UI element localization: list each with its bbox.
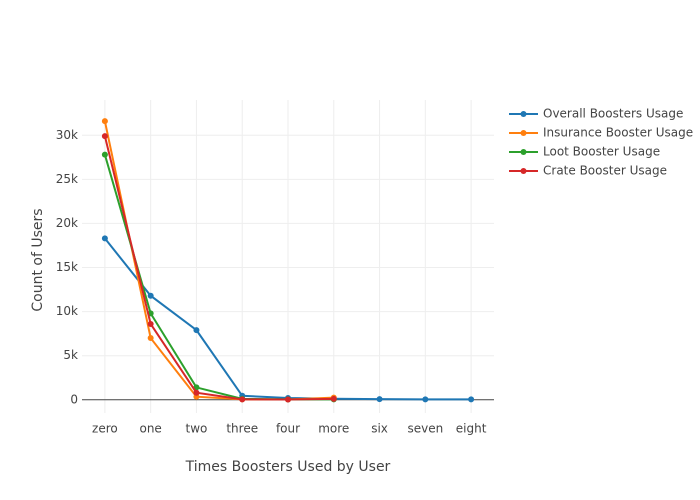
x-tick-label: four bbox=[276, 422, 300, 436]
point bbox=[101, 118, 108, 125]
point bbox=[193, 389, 200, 396]
legend-label: Insurance Booster Usage bbox=[543, 126, 693, 140]
legend-label: Overall Boosters Usage bbox=[543, 107, 683, 121]
point bbox=[330, 395, 337, 402]
legend-label: Loot Booster Usage bbox=[543, 145, 660, 159]
point bbox=[101, 151, 108, 158]
point bbox=[101, 133, 108, 140]
point bbox=[376, 396, 383, 403]
point bbox=[147, 335, 154, 342]
series-line bbox=[103, 135, 334, 401]
legend-label: Crate Booster Usage bbox=[543, 164, 667, 178]
y-tick-label: 5k bbox=[63, 348, 78, 362]
point bbox=[468, 396, 475, 403]
x-tick-label: three bbox=[226, 422, 258, 436]
x-axis-title: Times Boosters Used by User bbox=[185, 459, 391, 475]
y-tick-label: 10k bbox=[56, 304, 78, 318]
point bbox=[147, 292, 154, 299]
x-tick-label: two bbox=[186, 422, 208, 436]
point bbox=[101, 235, 108, 242]
series-line bbox=[103, 120, 334, 401]
point bbox=[147, 320, 154, 327]
y-tick-label: 15k bbox=[56, 260, 78, 274]
legend-marker bbox=[520, 149, 527, 155]
point bbox=[239, 396, 246, 403]
x-tick-label: six bbox=[371, 422, 388, 436]
y-tick-label: 30k bbox=[56, 128, 78, 142]
x-tick-label: more bbox=[318, 422, 349, 436]
legend-marker bbox=[520, 111, 527, 117]
x-tick-label: one bbox=[139, 422, 161, 436]
legend-marker bbox=[520, 168, 527, 174]
point bbox=[422, 396, 429, 403]
x-tick-label: eight bbox=[456, 422, 487, 436]
legend-marker bbox=[520, 130, 527, 136]
y-axis-title: Count of Users bbox=[30, 208, 46, 311]
point bbox=[193, 327, 200, 334]
x-tick-label: zero bbox=[92, 422, 118, 436]
point bbox=[285, 396, 291, 403]
x-tick-label: seven bbox=[407, 422, 443, 436]
y-tick-label: 0 bbox=[70, 392, 78, 406]
y-tick-label: 20k bbox=[56, 216, 78, 230]
y-tick-label: 25k bbox=[56, 172, 78, 186]
